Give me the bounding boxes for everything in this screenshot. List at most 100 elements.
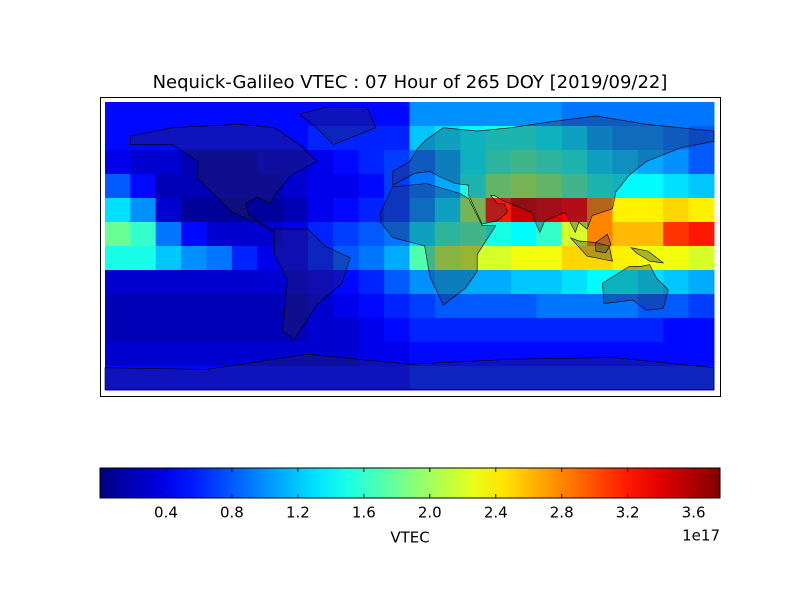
heat-cell bbox=[637, 174, 664, 199]
heat-cell bbox=[409, 366, 436, 391]
landmass bbox=[130, 123, 317, 233]
heat-cell bbox=[181, 198, 207, 223]
heat-cell bbox=[105, 318, 131, 343]
heat-cell bbox=[206, 294, 233, 319]
heat-cell bbox=[181, 366, 207, 391]
heat-cell bbox=[308, 126, 334, 151]
heat-cell bbox=[637, 126, 664, 151]
colorbar-tick-label: 0.8 bbox=[220, 504, 244, 522]
heat-cell bbox=[587, 342, 613, 367]
heat-cell bbox=[333, 366, 360, 391]
heat-cell bbox=[358, 342, 385, 367]
heat-cell bbox=[663, 270, 690, 295]
heat-cell bbox=[105, 270, 131, 295]
heat-cell bbox=[358, 150, 385, 175]
heat-cell bbox=[231, 150, 258, 175]
heat-cell bbox=[460, 150, 487, 175]
heat-cell bbox=[485, 150, 512, 175]
heat-cell bbox=[206, 246, 233, 271]
heat-cell bbox=[231, 102, 258, 127]
heat-cell bbox=[358, 270, 385, 295]
heat-cell bbox=[105, 126, 131, 151]
heat-cell bbox=[612, 222, 639, 247]
heat-cell bbox=[384, 294, 410, 319]
chart-title: Nequick-Galileo VTEC : 07 Hour of 265 DO… bbox=[153, 72, 668, 93]
heat-cell bbox=[460, 102, 487, 127]
heat-cell bbox=[333, 198, 360, 223]
heat-cell bbox=[282, 198, 309, 223]
heat-cell bbox=[561, 342, 588, 367]
map-frame bbox=[100, 97, 721, 397]
heat-cell bbox=[282, 270, 309, 295]
heat-cell bbox=[105, 174, 131, 199]
heat-cell bbox=[637, 150, 664, 175]
heat-cell bbox=[308, 318, 334, 343]
heat-cell bbox=[637, 318, 664, 343]
heat-cell bbox=[155, 150, 182, 175]
colorbar-ticks: 0.4 0.8 1.2 1.6 2.0 2.4 2.8 3.2 3.6 bbox=[154, 468, 706, 522]
landmass bbox=[104, 353, 715, 390]
colorbar-tick-label: 1.6 bbox=[352, 504, 376, 522]
heat-cell bbox=[688, 174, 715, 199]
heat-cell bbox=[105, 366, 131, 391]
heat-cell bbox=[308, 366, 334, 391]
heat-cell bbox=[105, 294, 131, 319]
heat-cell bbox=[485, 270, 512, 295]
heat-cell bbox=[130, 342, 157, 367]
heat-cell bbox=[231, 126, 258, 151]
heat-cell bbox=[282, 342, 309, 367]
heat-cell bbox=[663, 126, 690, 151]
heat-cell bbox=[308, 294, 334, 319]
heat-cell bbox=[130, 294, 157, 319]
heat-cell bbox=[434, 366, 461, 391]
heat-cell bbox=[130, 318, 157, 343]
heat-cell bbox=[511, 174, 537, 199]
heat-cell bbox=[206, 126, 233, 151]
heat-cell bbox=[536, 342, 563, 367]
heat-cell bbox=[511, 150, 537, 175]
heat-cell bbox=[181, 246, 207, 271]
heat-cell bbox=[333, 150, 360, 175]
heat-cell bbox=[688, 246, 715, 271]
heat-cell bbox=[155, 294, 182, 319]
heat-cell bbox=[333, 126, 360, 151]
heat-cell bbox=[308, 198, 334, 223]
heat-cell bbox=[257, 150, 284, 175]
heat-cell bbox=[358, 222, 385, 247]
landmass bbox=[273, 228, 351, 340]
heat-cell bbox=[231, 318, 258, 343]
heat-cell bbox=[206, 222, 233, 247]
landmass bbox=[298, 107, 377, 145]
heat-cell bbox=[206, 150, 233, 175]
heat-cell bbox=[308, 342, 334, 367]
heat-cell bbox=[460, 198, 487, 223]
heat-cell bbox=[181, 342, 207, 367]
heat-cell bbox=[231, 294, 258, 319]
heat-cell bbox=[333, 102, 360, 127]
heat-cell bbox=[460, 246, 487, 271]
heat-cell bbox=[663, 174, 690, 199]
heat-cell bbox=[384, 150, 410, 175]
heat-cell bbox=[257, 366, 284, 391]
heatmap bbox=[105, 102, 715, 391]
heat-cell bbox=[663, 102, 690, 127]
heat-cell bbox=[231, 270, 258, 295]
heat-cell bbox=[485, 342, 512, 367]
heat-cell bbox=[663, 246, 690, 271]
heat-cell bbox=[612, 366, 639, 391]
heat-cell bbox=[511, 102, 537, 127]
heat-cell bbox=[384, 126, 410, 151]
heat-cell bbox=[206, 318, 233, 343]
heat-cell bbox=[155, 102, 182, 127]
heat-cell bbox=[637, 102, 664, 127]
heat-cell bbox=[536, 174, 563, 199]
heat-cell bbox=[155, 318, 182, 343]
heat-cell bbox=[561, 174, 588, 199]
heat-cell bbox=[181, 318, 207, 343]
heat-cell bbox=[688, 342, 715, 367]
heat-cell bbox=[282, 294, 309, 319]
heat-cell bbox=[511, 270, 537, 295]
heat-cell bbox=[460, 366, 487, 391]
heat-cell bbox=[536, 294, 563, 319]
